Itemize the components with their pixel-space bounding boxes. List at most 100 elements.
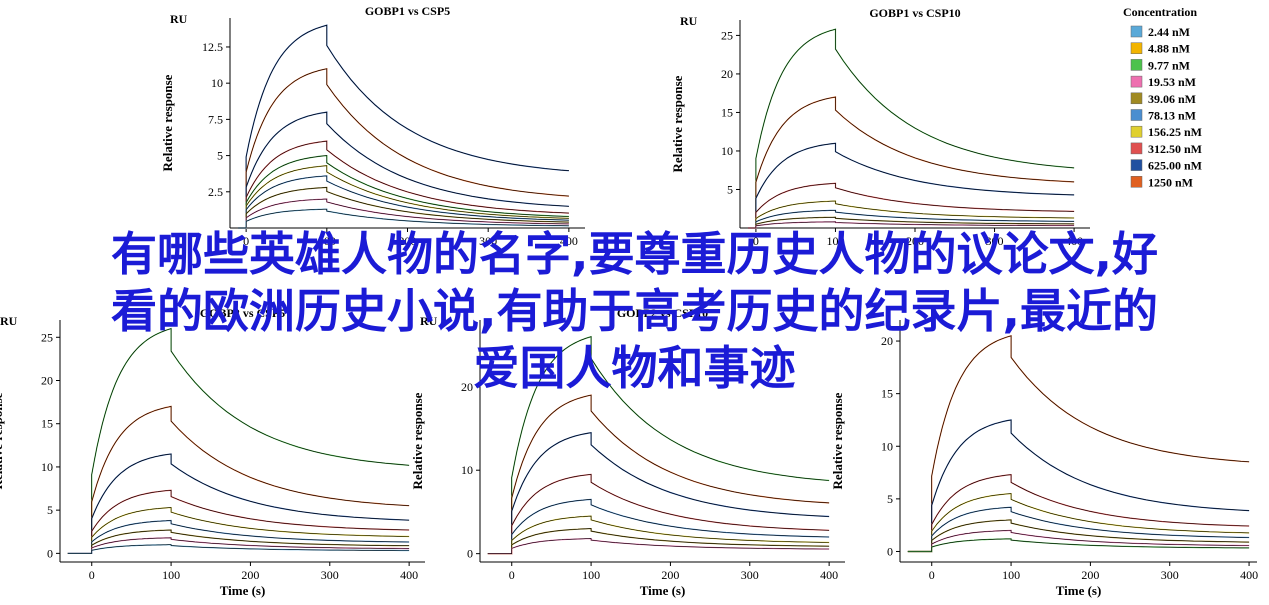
fit-line	[748, 200, 1075, 229]
fit-line	[907, 335, 1250, 552]
y-tick-label: 0	[47, 546, 53, 560]
fit-line	[238, 175, 569, 229]
x-tick-label: 400	[1065, 234, 1083, 248]
fit-line	[67, 544, 410, 554]
fit-line	[748, 142, 1075, 229]
legend-label: 39.06 nM	[1148, 92, 1196, 106]
x-tick-label: 300	[986, 234, 1004, 248]
fit-line	[487, 336, 830, 555]
y-axis-label: Relative response	[0, 392, 5, 489]
legend-swatch	[1130, 42, 1143, 54]
x-tick-label: 100	[826, 234, 844, 248]
legend-label: 312.50 nM	[1148, 142, 1202, 156]
x-tick-label: 300	[1161, 568, 1179, 582]
series-line	[238, 186, 569, 229]
fit-line	[67, 537, 410, 554]
y-tick-label: 10	[211, 76, 223, 90]
y-tick-label: 20	[461, 380, 473, 394]
y-tick-label: 5	[217, 149, 223, 163]
x-tick-label: 0	[243, 234, 249, 248]
y-tick-label: 0	[467, 547, 473, 561]
y-tick-label: 20	[721, 67, 733, 81]
fit-line	[238, 68, 569, 229]
fit-line	[238, 198, 569, 229]
x-tick-label: 200	[399, 234, 417, 248]
chart-1: 2.5 5 7.5 10 12.5 0 100 200 300 400 GOBP1 vs CSP5 R…	[160, 4, 585, 248]
fit-line	[907, 474, 1250, 552]
legend-label: 78.13 nM	[1148, 109, 1196, 123]
y-tick-label: 15	[41, 417, 53, 431]
fit-line	[67, 507, 410, 554]
legend-label: 4.88 nM	[1148, 42, 1190, 56]
fit-line	[748, 96, 1075, 229]
series-line	[487, 335, 830, 555]
legend-label: 1250 nM	[1148, 175, 1193, 189]
fit-line	[67, 453, 410, 554]
y-tick-label: 10	[721, 144, 733, 158]
fit-line	[238, 155, 569, 229]
fit-line	[748, 216, 1075, 229]
legend-swatch	[1130, 159, 1143, 171]
legend-title: Concentration	[1123, 5, 1197, 19]
series-line	[67, 489, 410, 555]
y-axis-label: Relative response	[830, 392, 845, 489]
series-line	[67, 327, 410, 555]
x-tick-label: 300	[321, 568, 339, 582]
fit-line	[487, 538, 830, 555]
legend: Concentration 2.44 nM 4.88 nM 9.77 nM 19.53 …	[1123, 5, 1202, 189]
x-tick-label: 300	[741, 568, 759, 582]
fit-line	[487, 499, 830, 555]
y-tick-label: 15	[721, 105, 733, 119]
y-tick-label: 5	[47, 503, 53, 517]
x-tick-label: 400	[1240, 568, 1258, 582]
fit-line	[907, 419, 1250, 552]
y-tick-label: 10	[461, 463, 473, 477]
x-tick-label: 400	[820, 568, 838, 582]
fit-line	[907, 493, 1250, 552]
y-axis-label: Relative response	[410, 392, 425, 489]
fit-line	[67, 520, 410, 554]
legend-label: 625.00 nM	[1148, 159, 1202, 173]
y-tick-label: 25	[41, 330, 53, 344]
y-tick-label: 2.5	[208, 185, 223, 199]
legend-label: 9.77 nM	[1148, 58, 1190, 72]
chart-3: 0 5 10 15 20 25 0 100 200 300 400 GOBP2 vs CSP5 RU Re…	[0, 306, 425, 598]
legend-swatch	[1130, 25, 1143, 38]
fit-line	[487, 394, 830, 555]
fit-line	[67, 489, 410, 554]
legend-swatch	[1130, 59, 1143, 71]
fit-line	[748, 221, 1075, 229]
y-tick-label: 15	[881, 387, 893, 401]
x-tick-label: 200	[661, 568, 679, 582]
chart-title: GOBP2 vs CSP10	[617, 306, 708, 320]
x-tick-label: 100	[582, 568, 600, 582]
fit-line	[67, 529, 410, 554]
legend-swatch	[1130, 92, 1143, 105]
x-tick-label: 0	[509, 568, 515, 582]
fit-line	[67, 328, 410, 554]
series-line	[238, 198, 569, 229]
chart-title: GOBP2 vs CSP5	[200, 306, 285, 320]
unit-label: RU	[420, 314, 438, 328]
fit-line	[238, 24, 569, 229]
fit-line	[748, 210, 1075, 229]
series-line	[907, 492, 1250, 553]
fit-line	[487, 528, 830, 555]
y-tick-label: 25	[721, 28, 733, 42]
y-tick-label: 20	[881, 334, 893, 348]
fit-line	[238, 140, 569, 229]
y-tick-label: 12.5	[202, 40, 223, 54]
fit-line	[238, 187, 569, 229]
x-tick-label: 0	[929, 568, 935, 582]
x-axis-label: Time (s)	[640, 583, 686, 598]
y-tick-label: 20	[41, 374, 53, 388]
x-tick-label: 300	[479, 234, 497, 248]
fit-line	[748, 28, 1075, 229]
fit-line	[487, 474, 830, 555]
x-axis-label: Time (s)	[220, 583, 266, 598]
x-tick-label: 100	[162, 568, 180, 582]
y-tick-label: 10	[41, 460, 53, 474]
x-tick-label: 400	[400, 568, 418, 582]
